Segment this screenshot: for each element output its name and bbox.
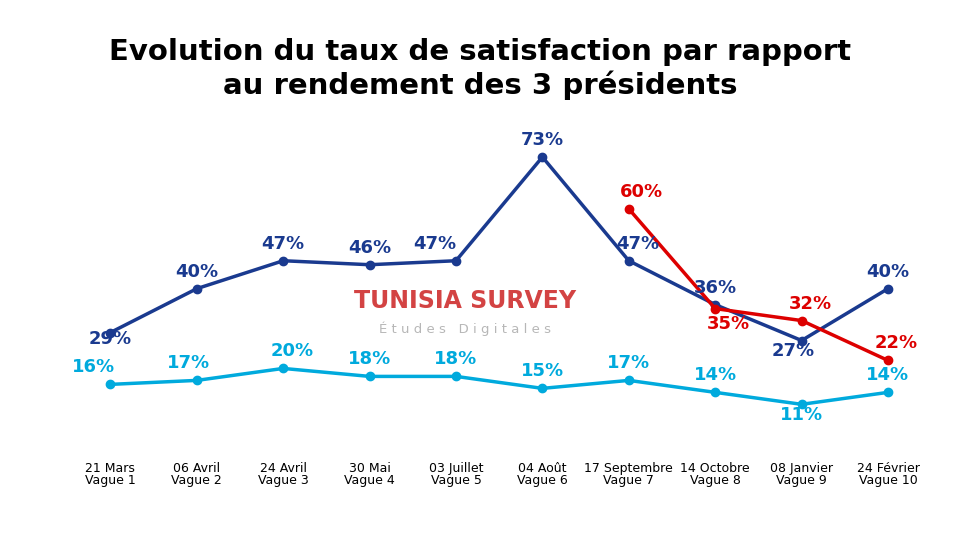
Text: TUNISIA SURVEY: TUNISIA SURVEY [353, 289, 576, 313]
Text: 03 Juillet: 03 Juillet [429, 462, 483, 475]
Text: 14 Octobre: 14 Octobre [681, 462, 750, 475]
Text: Vague 5: Vague 5 [431, 474, 481, 487]
Text: Vague 9: Vague 9 [777, 474, 827, 487]
Text: Evolution du taux de satisfaction par rapport
au rendement des 3 présidents: Evolution du taux de satisfaction par ra… [109, 38, 851, 100]
Text: 47%: 47% [262, 235, 304, 253]
Text: 24 Février: 24 Février [856, 462, 920, 475]
Text: Vague 2: Vague 2 [172, 474, 222, 487]
Text: 18%: 18% [348, 350, 392, 368]
Text: Vague 6: Vague 6 [517, 474, 567, 487]
Text: 40%: 40% [176, 262, 218, 281]
Text: Vague 4: Vague 4 [345, 474, 395, 487]
Text: 22%: 22% [876, 334, 918, 353]
Text: 32%: 32% [789, 295, 831, 313]
Text: Vague 3: Vague 3 [258, 474, 308, 487]
Text: Vague 1: Vague 1 [85, 474, 135, 487]
Text: 46%: 46% [348, 239, 391, 256]
Text: 11%: 11% [780, 406, 823, 424]
Text: 35%: 35% [707, 314, 750, 333]
Text: 14%: 14% [694, 366, 736, 384]
Text: 60%: 60% [620, 183, 663, 201]
Text: Vague 8: Vague 8 [690, 474, 740, 487]
Text: 17 Septembre: 17 Septembre [585, 462, 673, 475]
Text: 15%: 15% [521, 362, 564, 380]
Text: 08 Janvier: 08 Janvier [770, 462, 833, 475]
Text: 17%: 17% [608, 354, 650, 373]
Text: 47%: 47% [413, 235, 456, 253]
Text: 40%: 40% [867, 262, 909, 281]
Text: 20%: 20% [271, 342, 313, 361]
Text: Vague 10: Vague 10 [858, 474, 918, 487]
Text: 04 Août: 04 Août [518, 462, 566, 475]
Text: 17%: 17% [167, 354, 209, 373]
Text: 30 Mai: 30 Mai [348, 462, 391, 475]
Text: 18%: 18% [434, 350, 478, 368]
Text: 36%: 36% [694, 279, 736, 296]
Text: 73%: 73% [521, 131, 564, 149]
Text: 47%: 47% [616, 235, 659, 253]
Text: 27%: 27% [772, 342, 814, 361]
Text: 14%: 14% [867, 366, 909, 384]
Text: 06 Avril: 06 Avril [173, 462, 221, 475]
Text: 16%: 16% [72, 359, 114, 376]
Text: 29%: 29% [89, 330, 132, 348]
Text: Vague 7: Vague 7 [604, 474, 654, 487]
Text: 21 Mars: 21 Mars [85, 462, 135, 475]
Text: 24 Avril: 24 Avril [260, 462, 306, 475]
Text: É t u d e s   D i g i t a l e s: É t u d e s D i g i t a l e s [378, 322, 551, 336]
